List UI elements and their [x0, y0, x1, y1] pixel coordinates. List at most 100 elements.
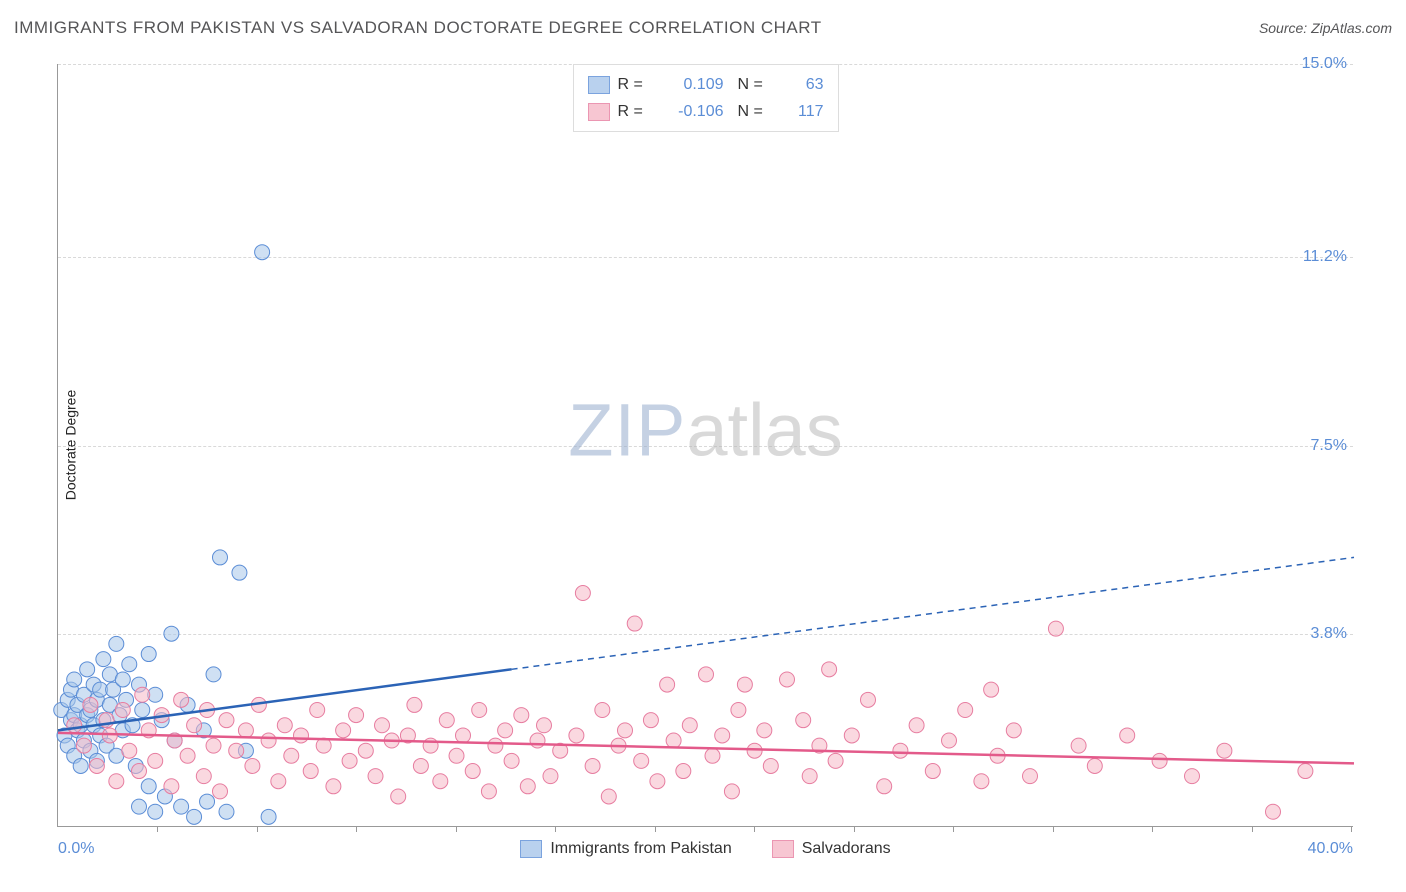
data-point-salvadoran — [660, 677, 675, 692]
title-row: IMMIGRANTS FROM PAKISTAN VS SALVADORAN D… — [14, 18, 1392, 38]
data-point-salvadoran — [802, 769, 817, 784]
data-point-salvadoran — [433, 774, 448, 789]
data-point-salvadoran — [342, 753, 357, 768]
data-point-salvadoran — [213, 784, 228, 799]
legend-swatch-pakistan — [588, 76, 610, 94]
data-point-pakistan — [141, 647, 156, 662]
data-point-salvadoran — [174, 692, 189, 707]
data-point-salvadoran — [284, 748, 299, 763]
data-point-salvadoran — [822, 662, 837, 677]
data-point-salvadoran — [206, 738, 221, 753]
data-point-salvadoran — [1266, 804, 1281, 819]
data-point-salvadoran — [326, 779, 341, 794]
data-point-pakistan — [200, 794, 215, 809]
data-point-salvadoran — [368, 769, 383, 784]
data-point-salvadoran — [83, 697, 98, 712]
data-point-salvadoran — [481, 784, 496, 799]
data-point-pakistan — [174, 799, 189, 814]
data-point-salvadoran — [828, 753, 843, 768]
data-point-salvadoran — [1298, 764, 1313, 779]
data-point-salvadoran — [336, 723, 351, 738]
data-point-pakistan — [148, 804, 163, 819]
x-tick — [356, 826, 357, 832]
data-point-pakistan — [109, 636, 124, 651]
data-point-salvadoran — [135, 687, 150, 702]
y-tick-label: 3.8% — [1311, 625, 1347, 643]
data-point-salvadoran — [109, 774, 124, 789]
series-label: Immigrants from Pakistan — [550, 840, 731, 858]
data-point-salvadoran — [634, 753, 649, 768]
data-point-salvadoran — [148, 753, 163, 768]
data-point-salvadoran — [666, 733, 681, 748]
data-point-pakistan — [73, 758, 88, 773]
data-point-salvadoran — [780, 672, 795, 687]
chart-title: IMMIGRANTS FROM PAKISTAN VS SALVADORAN D… — [14, 18, 822, 38]
r-label: R = — [618, 98, 656, 125]
r-label: R = — [618, 71, 656, 98]
data-point-salvadoran — [575, 586, 590, 601]
data-point-salvadoran — [514, 708, 529, 723]
gridline — [58, 446, 1353, 447]
data-point-salvadoran — [530, 733, 545, 748]
data-point-pakistan — [141, 779, 156, 794]
n-label: N = — [738, 71, 776, 98]
data-point-pakistan — [261, 809, 276, 824]
data-point-salvadoran — [1185, 769, 1200, 784]
data-point-salvadoran — [271, 774, 286, 789]
data-point-salvadoran — [909, 718, 924, 733]
data-point-salvadoran — [115, 703, 130, 718]
data-point-salvadoran — [504, 753, 519, 768]
data-point-pakistan — [187, 809, 202, 824]
data-point-salvadoran — [1152, 753, 1167, 768]
data-point-salvadoran — [958, 703, 973, 718]
data-point-salvadoran — [1071, 738, 1086, 753]
data-point-salvadoran — [219, 713, 234, 728]
data-point-salvadoran — [67, 718, 82, 733]
data-point-salvadoran — [180, 748, 195, 763]
data-point-salvadoran — [699, 667, 714, 682]
data-point-salvadoran — [925, 764, 940, 779]
data-point-salvadoran — [303, 764, 318, 779]
data-point-salvadoran — [89, 758, 104, 773]
data-point-salvadoran — [164, 779, 179, 794]
data-point-salvadoran — [375, 718, 390, 733]
series-legend: Immigrants from Pakistan Salvadorans — [58, 840, 1353, 858]
data-point-salvadoran — [1217, 743, 1232, 758]
data-point-pakistan — [164, 626, 179, 641]
x-tick — [854, 826, 855, 832]
data-point-pakistan — [132, 799, 147, 814]
data-point-salvadoran — [627, 616, 642, 631]
data-point-salvadoran — [731, 703, 746, 718]
data-point-salvadoran — [585, 758, 600, 773]
n-value: 117 — [784, 98, 824, 125]
watermark: ZIPatlas — [568, 387, 842, 472]
y-tick-label: 11.2% — [1303, 248, 1347, 266]
x-tick — [1351, 826, 1352, 832]
r-value: 0.109 — [664, 71, 724, 98]
data-point-pakistan — [232, 565, 247, 580]
data-point-salvadoran — [537, 718, 552, 733]
data-point-salvadoran — [187, 718, 202, 733]
data-point-salvadoran — [676, 764, 691, 779]
data-point-salvadoran — [984, 682, 999, 697]
trend-line-dashed-pakistan — [512, 557, 1354, 669]
data-point-salvadoran — [122, 743, 137, 758]
legend-row-pakistan: R =0.109N =63 — [588, 71, 824, 98]
x-tick — [456, 826, 457, 832]
data-point-salvadoran — [682, 718, 697, 733]
data-point-salvadoran — [737, 677, 752, 692]
plot-area: ZIPatlas R =0.109N =63R =-0.106N =117 0.… — [57, 64, 1353, 827]
data-point-salvadoran — [618, 723, 633, 738]
x-tick — [1152, 826, 1153, 832]
data-point-pakistan — [67, 672, 82, 687]
x-tick — [953, 826, 954, 832]
data-point-salvadoran — [595, 703, 610, 718]
data-point-salvadoran — [569, 728, 584, 743]
series-swatch-pakistan — [520, 840, 542, 858]
data-point-pakistan — [135, 703, 150, 718]
data-point-salvadoran — [310, 703, 325, 718]
data-point-salvadoran — [520, 779, 535, 794]
series-legend-item-salvadoran: Salvadorans — [772, 840, 891, 858]
data-point-salvadoran — [724, 784, 739, 799]
data-point-salvadoran — [391, 789, 406, 804]
